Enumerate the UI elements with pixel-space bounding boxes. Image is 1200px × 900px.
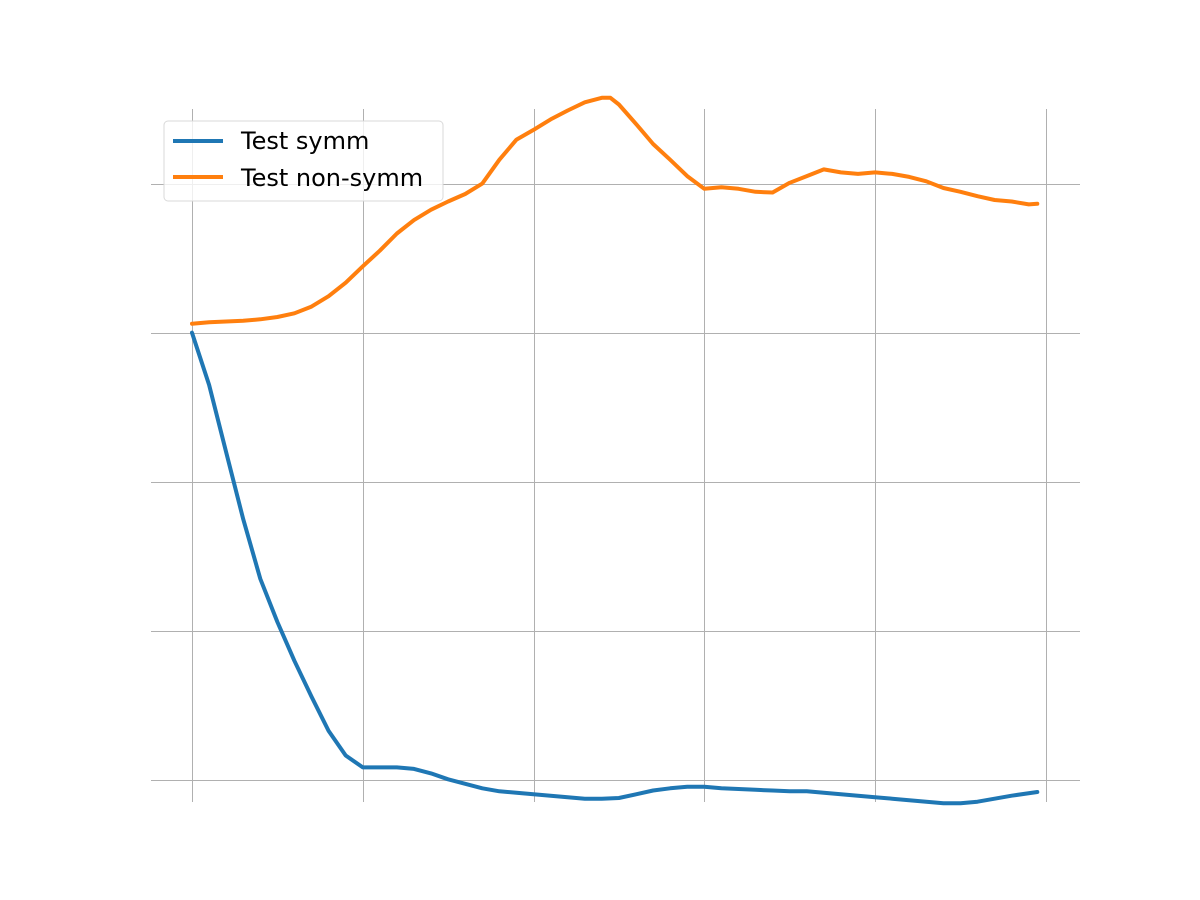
series-lines (190, 95, 1040, 806)
legend-label-test-non-symm: Test non-symm (240, 164, 423, 192)
legend: Test symm Test non-symm (163, 120, 444, 202)
legend-frame (163, 120, 444, 202)
grid (151, 109, 1080, 802)
legend-label-test-symm: Test symm (240, 127, 369, 155)
series-line-test-symm (190, 330, 1040, 806)
series-line-test-non-symm (190, 95, 1040, 326)
